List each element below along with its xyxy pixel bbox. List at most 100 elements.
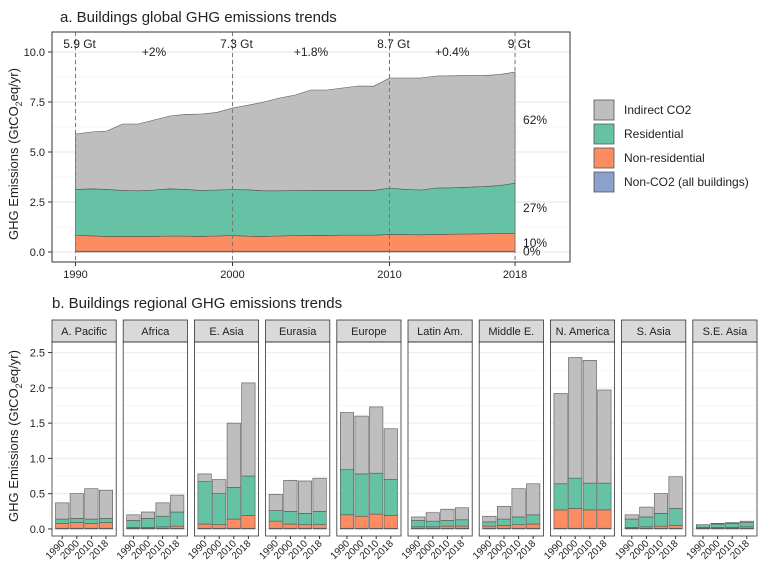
bar-segment-non-residential (312, 524, 327, 529)
facet-frame (550, 341, 616, 537)
facet-strip-label: Africa (141, 326, 170, 338)
bar-segment-non-residential (268, 520, 283, 529)
facet-frame (122, 341, 188, 537)
x-tick-label: 2018 (503, 269, 527, 281)
share-annotation: 0% (523, 245, 541, 259)
bar-segment-indirect-co2 (140, 511, 156, 519)
bar-segment-indirect-co2 (425, 512, 440, 522)
bar-segment-non-residential (226, 518, 241, 529)
facet-frame (51, 341, 117, 537)
bar-segment-residential (226, 487, 241, 520)
bar-segment-residential (653, 513, 669, 527)
bar-segment-indirect-co2 (440, 508, 455, 521)
bar-segment-indirect-co2 (212, 479, 227, 494)
bar-segment-residential (170, 511, 185, 527)
x-tick-label: 2000 (220, 269, 244, 281)
bar-segment-residential (496, 518, 512, 526)
y-tick-label: 5.0 (30, 147, 45, 159)
bar-segment-non-residential (597, 509, 612, 529)
bar-segment-non-residential (440, 525, 455, 529)
share-annotation: 27% (523, 201, 547, 215)
bar-segment-indirect-co2 (624, 514, 639, 520)
bar-segment-residential (725, 523, 740, 528)
bar-segment-indirect-co2 (354, 415, 369, 475)
facet-frame (265, 341, 331, 537)
facet-strip-label: N. America (556, 326, 611, 338)
bar-segment-indirect-co2 (297, 480, 313, 514)
bar-segment-residential (454, 519, 469, 527)
bar-segment-non-residential (582, 509, 597, 529)
bar-segment-residential (212, 493, 227, 526)
bar-segment-residential (69, 518, 84, 523)
bar-segment-indirect-co2 (739, 520, 754, 523)
bar-segment-indirect-co2 (55, 502, 70, 520)
growth-annotation: +2% (142, 45, 167, 59)
bar-segment-non-residential (241, 515, 256, 529)
facet-strip-label: A. Pacific (61, 326, 107, 338)
bar-segment-residential (197, 481, 212, 525)
bar-segment-indirect-co2 (84, 488, 99, 520)
y-tick-label: 0.0 (30, 247, 45, 259)
bar-segment-residential (668, 508, 683, 526)
bar-segment-indirect-co2 (639, 506, 654, 518)
bar-segment-residential (55, 518, 70, 524)
legend: Indirect CO2 Residential Non-residential No… (593, 99, 749, 193)
bar-segment-residential (354, 473, 369, 517)
facet-frame (692, 341, 758, 537)
bar-segment-indirect-co2 (526, 483, 541, 516)
total-annotation: 7.3 Gt (220, 37, 253, 51)
facet-frame (193, 341, 259, 537)
bar-segment-indirect-co2 (126, 514, 141, 521)
panel-a-plot: 0.0 2.5 5.0 7.5 10.0 1990 2000 2010 2018 5.9 Gt 7.… (24, 31, 571, 281)
bar-segment-residential (526, 514, 541, 525)
bar-segment-indirect-co2 (725, 522, 740, 524)
bar-segment-residential (297, 513, 313, 526)
bar-segment-non-residential (297, 524, 313, 529)
legend-swatch (593, 99, 615, 121)
bar-segment-non-residential (197, 523, 212, 529)
bar-segment-residential (383, 479, 398, 516)
bar-segment-residential (126, 520, 141, 528)
bar-segment-indirect-co2 (710, 523, 725, 525)
bar-segment-residential (312, 511, 327, 526)
bar-segment-non-residential (98, 522, 113, 529)
facet-strip-label: Latin Am. (417, 326, 463, 338)
bar-segment-non-residential (212, 524, 227, 529)
bar-segment-residential (84, 518, 99, 524)
legend-swatch (593, 147, 615, 169)
bar-segment-residential (98, 518, 113, 523)
facet-frame (478, 341, 544, 537)
growth-annotation: +1.8% (294, 45, 329, 59)
bar-segment-residential (553, 483, 568, 511)
bar-segment-residential (482, 521, 497, 527)
bar-segment-non-residential (482, 525, 497, 529)
total-annotation: 9 Gt (508, 37, 531, 51)
area-indirect-co2 (75, 71, 516, 192)
bar-segment-indirect-co2 (155, 502, 170, 517)
bar-segment-residential (369, 472, 384, 515)
bar-segment-non-residential (383, 515, 398, 529)
bar-segment-indirect-co2 (312, 477, 327, 512)
growth-annotation: +0.4% (435, 45, 470, 59)
bar-segment-residential (440, 520, 455, 527)
facet-frame (621, 341, 687, 537)
panel-b-ylabel: GHG Emissions (GtCO2eq/yr) (6, 350, 24, 522)
y-tick-label: 10.0 (24, 47, 45, 59)
x-tick-label: 1990 (63, 269, 87, 281)
bar-segment-indirect-co2 (170, 494, 185, 513)
bar-segment-non-residential (668, 525, 683, 529)
bar-segment-indirect-co2 (369, 406, 384, 474)
bar-segment-non-residential (454, 525, 469, 529)
y-tick-label: 7.5 (30, 97, 45, 109)
bar-segment-indirect-co2 (98, 489, 113, 519)
bar-segment-indirect-co2 (340, 412, 355, 470)
bar-segment-residential (241, 475, 256, 516)
total-annotation: 5.9 Gt (63, 37, 96, 51)
bar-segment-residential (425, 520, 440, 528)
